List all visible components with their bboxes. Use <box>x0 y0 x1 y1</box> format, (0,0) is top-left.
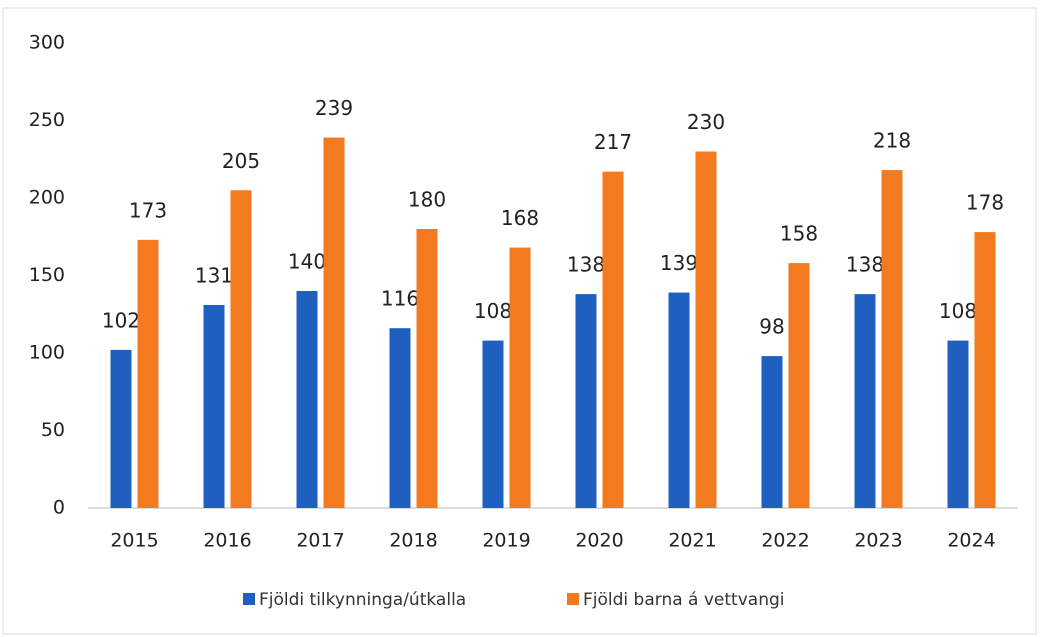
data-label: 139 <box>660 251 698 275</box>
bar <box>110 349 132 508</box>
bar <box>389 328 411 508</box>
y-tick-label: 150 <box>29 264 65 286</box>
bar <box>602 171 624 508</box>
bar <box>203 304 225 508</box>
bar <box>695 151 717 508</box>
data-label: 158 <box>780 222 818 246</box>
x-tick-label: 2017 <box>296 530 344 552</box>
data-label: 217 <box>594 130 632 154</box>
x-tick-label: 2019 <box>482 530 530 552</box>
x-tick-label: 2023 <box>854 530 902 552</box>
bar <box>854 294 876 508</box>
bar <box>575 294 597 508</box>
y-tick-label: 200 <box>29 187 65 209</box>
y-tick-label: 300 <box>29 32 65 54</box>
data-label: 173 <box>129 198 167 222</box>
bar <box>761 356 783 508</box>
data-label: 102 <box>102 308 140 332</box>
data-label: 239 <box>315 96 353 120</box>
data-label: 168 <box>501 206 539 230</box>
y-tick-label: 50 <box>41 419 65 441</box>
data-label: 138 <box>846 253 884 277</box>
data-label: 218 <box>873 129 911 153</box>
x-tick-label: 2018 <box>389 530 437 552</box>
legend-swatch <box>243 593 255 605</box>
legend-label: Fjöldi barna á vettvangi <box>583 590 784 610</box>
x-tick-label: 2022 <box>761 530 809 552</box>
x-tick-label: 2024 <box>947 530 995 552</box>
bar <box>509 247 531 508</box>
data-label: 140 <box>288 250 326 274</box>
legend-label: Fjöldi tilkynninga/útkalla <box>259 590 466 610</box>
bar <box>323 137 345 509</box>
bar <box>881 170 903 508</box>
x-tick-label: 2020 <box>575 530 623 552</box>
bar <box>296 291 318 508</box>
bar <box>668 292 690 508</box>
chart-border <box>2 7 1037 635</box>
x-tick-label: 2016 <box>203 530 251 552</box>
data-label: 98 <box>759 315 784 339</box>
data-label: 230 <box>687 110 725 134</box>
data-label: 205 <box>222 149 260 173</box>
bar <box>482 340 504 508</box>
x-tick-label: 2015 <box>110 530 158 552</box>
data-label: 138 <box>567 253 605 277</box>
x-tick-label: 2021 <box>668 530 716 552</box>
legend-swatch <box>567 593 579 605</box>
y-tick-label: 0 <box>53 497 65 519</box>
bar <box>947 340 969 508</box>
data-label: 180 <box>408 188 446 212</box>
bar <box>230 190 252 508</box>
data-label: 116 <box>381 287 419 311</box>
data-label: 108 <box>474 299 512 323</box>
data-label: 178 <box>966 191 1004 215</box>
y-tick-label: 100 <box>29 342 65 364</box>
bar <box>788 263 810 508</box>
data-label: 131 <box>195 263 233 287</box>
bar <box>416 229 438 508</box>
bar <box>974 232 996 508</box>
bar <box>137 239 159 508</box>
data-label: 108 <box>939 299 977 323</box>
y-tick-label: 250 <box>29 109 65 131</box>
